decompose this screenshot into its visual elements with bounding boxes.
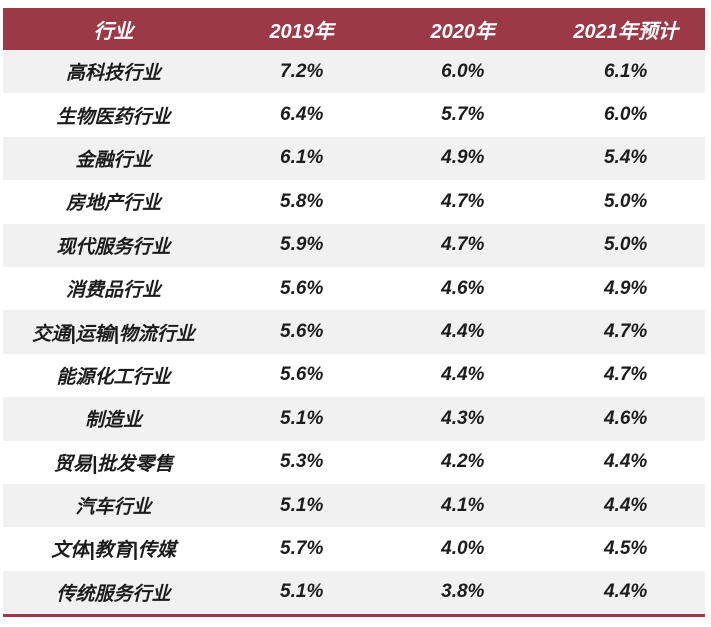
value-cell: 5.4% — [603, 147, 648, 169]
table-row: 汽车行业 5.1% 4.1% 4.4% — [3, 483, 705, 528]
value-cell: 4.1% — [441, 494, 485, 516]
industry-cell: 房地产行业 — [66, 193, 162, 215]
value-cell: 5.1% — [280, 581, 324, 603]
industry-cell: 消费品行业 — [66, 280, 162, 302]
industry-cell: 高科技行业 — [66, 63, 162, 85]
table-row: 消费品行业 5.6% 4.6% 4.9% — [3, 266, 705, 311]
industry-cell: 金融行业 — [75, 149, 152, 171]
industry-cell: 生物医药行业 — [56, 106, 171, 128]
value-cell: 4.4% — [603, 494, 648, 516]
value-cell: 5.9% — [280, 234, 324, 256]
table-row: 贸易|批发零售 5.3% 4.2% 4.4% — [3, 440, 705, 484]
value-cell: 6.4% — [280, 104, 324, 126]
table-row: 房地产行业 5.8% 4.7% 5.0% — [3, 180, 705, 224]
industry-cell: 贸易|批发零售 — [53, 453, 174, 475]
table-body: 高科技行业 7.2% 6.0% 6.1% 生物医药行业 6.4% 5.7% 6.0% 金融行业 6… — [3, 50, 705, 615]
value-cell: 6.0% — [603, 104, 648, 126]
value-cell: 6.1% — [280, 147, 324, 169]
value-cell: 4.4% — [441, 364, 485, 386]
value-cell: 5.7% — [280, 537, 324, 559]
column-header-industry: 行业 — [93, 20, 134, 43]
value-cell: 5.0% — [603, 190, 648, 212]
table-row: 金融行业 6.1% 4.9% 5.4% — [3, 136, 705, 181]
table-row: 现代服务行业 5.9% 4.7% 5.0% — [3, 223, 705, 267]
value-cell: 4.9% — [603, 277, 648, 299]
table-row: 文体|教育|传媒 5.7% 4.0% 4.5% — [3, 527, 705, 571]
value-cell: 4.5% — [603, 537, 648, 559]
table-header-row: 行业 2019年 2020年 2021年预计 — [3, 8, 705, 50]
value-cell: 4.7% — [441, 190, 485, 212]
value-cell: 5.1% — [280, 407, 324, 429]
value-cell: 4.3% — [441, 407, 485, 429]
value-cell: 5.0% — [603, 234, 648, 256]
value-cell: 4.2% — [441, 451, 485, 473]
value-cell: 7.2% — [280, 60, 324, 82]
value-cell: 4.4% — [603, 581, 648, 603]
value-cell: 5.6% — [280, 321, 324, 343]
value-cell: 4.6% — [441, 277, 485, 299]
table-row: 能源化工行业 5.6% 4.4% 4.7% — [3, 353, 705, 398]
value-cell: 5.7% — [441, 104, 485, 126]
column-header-2020: 2020年 — [430, 20, 496, 43]
value-cell: 6.0% — [441, 60, 485, 82]
value-cell: 5.6% — [280, 277, 324, 299]
column-header-2019: 2019年 — [269, 20, 334, 43]
value-cell: 4.0% — [441, 537, 485, 559]
value-cell: 4.7% — [441, 234, 485, 256]
value-cell: 5.1% — [280, 494, 324, 516]
value-cell: 5.8% — [280, 190, 324, 212]
value-cell: 5.6% — [280, 364, 324, 386]
table-row: 传统服务行业 5.1% 3.8% 4.4% — [3, 570, 705, 615]
column-header-2021-forecast: 2021年预计 — [573, 20, 678, 43]
value-cell: 4.6% — [603, 407, 648, 429]
value-cell: 4.9% — [441, 147, 485, 169]
table-bottom-border — [3, 614, 705, 618]
value-cell: 4.7% — [603, 321, 648, 343]
industry-cell: 交通|运输|物流行业 — [32, 323, 195, 345]
industry-cell: 现代服务行业 — [56, 236, 171, 258]
value-cell: 5.3% — [280, 451, 324, 473]
value-cell: 4.4% — [603, 451, 648, 473]
table-row: 交通|运输|物流行业 5.6% 4.4% 4.7% — [3, 310, 705, 354]
industry-cell: 汽车行业 — [75, 497, 152, 519]
industry-cell: 传统服务行业 — [56, 583, 171, 605]
table-row: 生物医药行业 6.4% 5.7% 6.0% — [3, 93, 705, 137]
value-cell: 4.4% — [441, 321, 485, 343]
industry-cell: 制造业 — [85, 410, 143, 432]
value-cell: 3.8% — [441, 581, 485, 603]
table-row: 高科技行业 7.2% 6.0% 6.1% — [3, 50, 705, 94]
value-cell: 6.1% — [603, 60, 648, 82]
industry-cell: 文体|教育|传媒 — [51, 540, 176, 562]
value-cell: 4.7% — [603, 364, 648, 386]
table-row: 制造业 5.1% 4.3% 4.6% — [3, 397, 705, 441]
industry-growth-table: 行业 2019年 2020年 2021年预计 高科技行业 7.2% 6.0% 6.1%… — [3, 8, 705, 618]
industry-cell: 能源化工行业 — [56, 366, 171, 388]
